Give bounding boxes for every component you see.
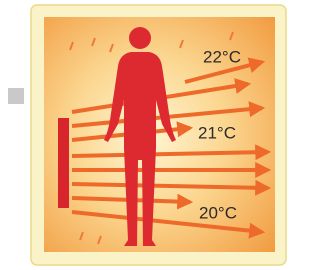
temperature-label: 22°C <box>203 47 241 66</box>
side-mark <box>8 88 24 104</box>
heating-illustration: 22°C 21°C 20°C <box>0 0 288 270</box>
heater-panel <box>58 118 69 208</box>
temperature-label: 21°C <box>198 123 236 142</box>
page: {"temperatures": ["22°C", "21°C", "20°C"… <box>0 0 288 270</box>
temperature-label: 20°C <box>199 203 237 222</box>
